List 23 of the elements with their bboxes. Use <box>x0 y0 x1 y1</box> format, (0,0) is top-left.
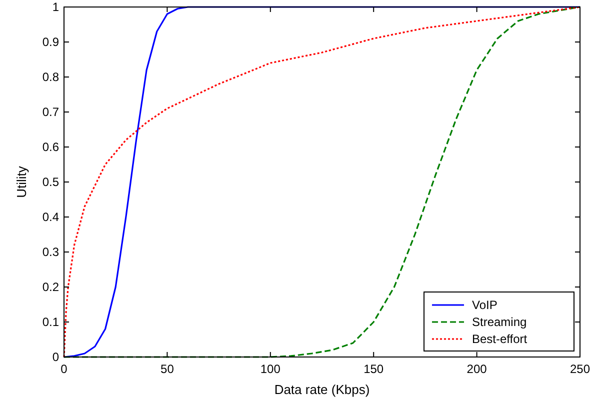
x-axis-title: Data rate (Kbps) <box>274 382 370 397</box>
y-tick-label: 0.2 <box>42 280 60 294</box>
x-tick-label: 150 <box>364 362 384 376</box>
y-tick-label: 0.3 <box>42 245 60 259</box>
legend-label: Best-effort <box>472 332 528 346</box>
x-tick-label: 100 <box>260 362 281 376</box>
x-tick-label: 200 <box>466 362 488 376</box>
y-tick-label: 0.8 <box>42 70 60 84</box>
y-tick-label: 0.1 <box>42 315 60 329</box>
y-tick-label: 1 <box>52 0 60 14</box>
y-tick-label: 0.5 <box>42 175 60 189</box>
y-tick-label: 0.9 <box>42 35 60 49</box>
x-tick-label: 250 <box>570 362 590 376</box>
legend-label: Streaming <box>472 315 527 329</box>
y-tick-label: 0.4 <box>42 210 60 224</box>
y-axis-title: Utility <box>14 166 29 198</box>
x-tick-label: 0 <box>60 362 68 376</box>
y-tick-label: 0.6 <box>42 140 60 154</box>
legend-label: VoIP <box>472 298 498 312</box>
y-tick-label: 0.7 <box>42 105 60 119</box>
x-tick-label: 50 <box>160 362 174 376</box>
y-tick-label: 0 <box>52 350 60 364</box>
line-series <box>63 6 581 358</box>
